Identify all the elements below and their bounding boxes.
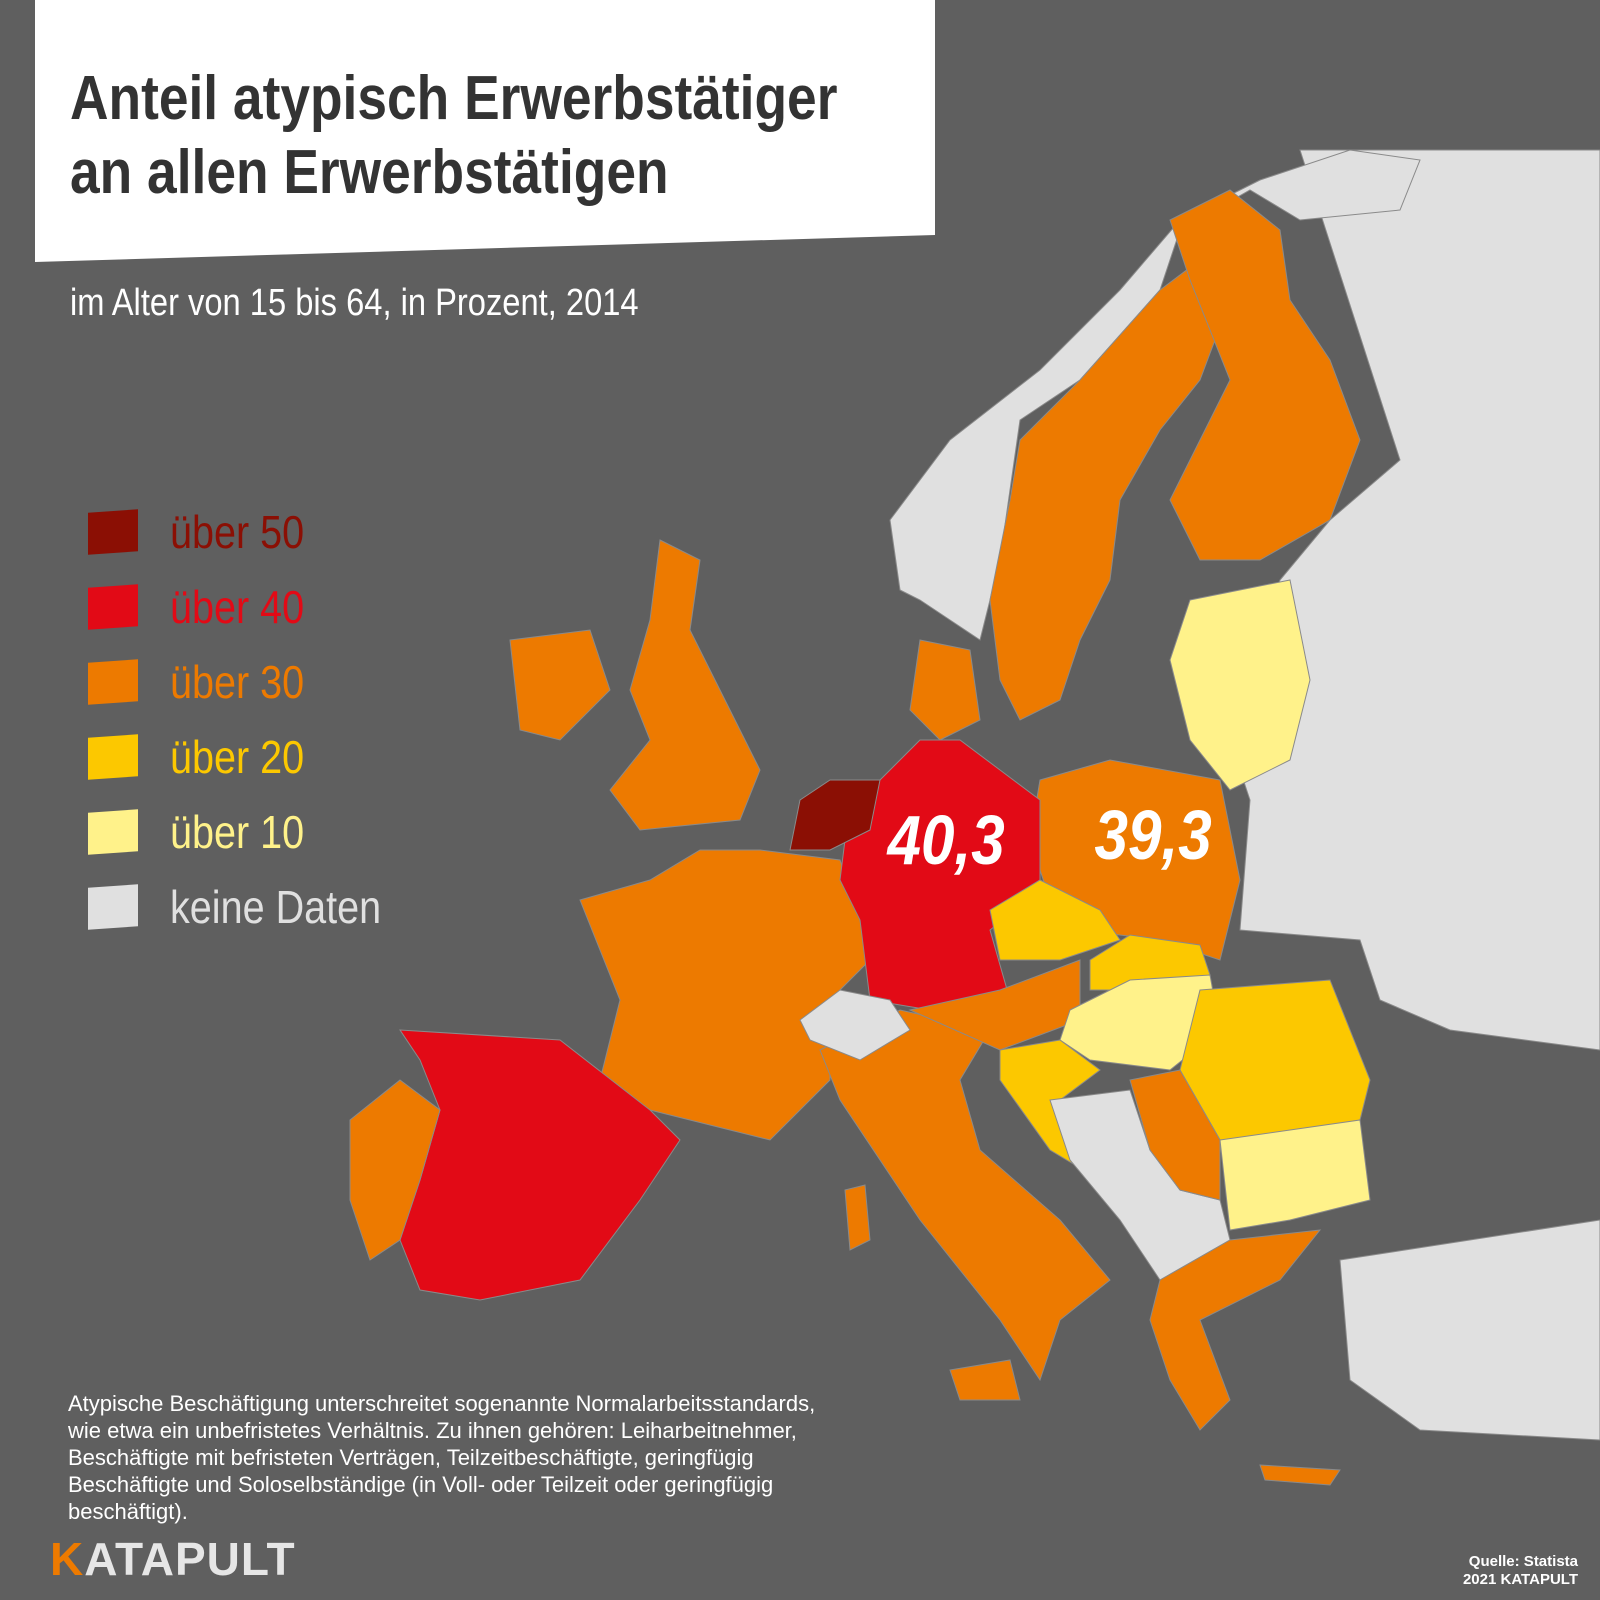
region bbox=[889, 149, 1421, 641]
legend-label: über 50 bbox=[170, 505, 305, 558]
region bbox=[1149, 1229, 1322, 1431]
legend-item: über 30 bbox=[88, 644, 416, 719]
region bbox=[909, 639, 981, 741]
title-line: an allen Erwerbstätigen bbox=[70, 138, 669, 207]
legend-label: über 20 bbox=[170, 730, 305, 783]
legend-label: über 40 bbox=[170, 580, 305, 633]
legend-item: über 20 bbox=[88, 719, 416, 794]
legend-item: über 10 bbox=[88, 794, 416, 869]
logo-initial: K bbox=[50, 1533, 85, 1585]
legend-swatch bbox=[88, 508, 138, 555]
region bbox=[989, 259, 1231, 721]
legend-item: über 40 bbox=[88, 569, 416, 644]
region bbox=[349, 1079, 441, 1261]
region bbox=[789, 779, 881, 851]
source-text: Quelle: Statista bbox=[1468, 1553, 1578, 1570]
region bbox=[609, 539, 761, 831]
region bbox=[1339, 1219, 1600, 1441]
legend-item: keine Daten bbox=[88, 869, 416, 944]
legend-item: über 50 bbox=[88, 494, 416, 569]
footnote: Atypische Beschäftigung unterschreitet s… bbox=[68, 1391, 816, 1524]
legend-swatch bbox=[88, 883, 138, 930]
region bbox=[1259, 1464, 1341, 1486]
legend-label: keine Daten bbox=[170, 880, 382, 933]
region bbox=[1049, 1089, 1231, 1281]
region bbox=[949, 1359, 1021, 1401]
legend-swatch bbox=[88, 583, 138, 630]
title-box bbox=[35, 0, 935, 262]
legend-label: über 30 bbox=[170, 655, 305, 708]
region bbox=[989, 879, 1121, 961]
legend-swatch bbox=[88, 658, 138, 705]
title: Anteil atypisch Erwerbstätiger an allen E… bbox=[70, 62, 837, 210]
value-label: 39,3 bbox=[1094, 796, 1212, 874]
region bbox=[1169, 579, 1311, 791]
copyright: 2021 KATAPULT bbox=[1462, 1571, 1578, 1588]
region bbox=[908, 959, 1081, 1051]
region bbox=[844, 1184, 871, 1251]
subtitle: im Alter von 15 bis 64, in Prozent, 2014 bbox=[70, 282, 639, 324]
legend-swatch bbox=[88, 808, 138, 855]
title-line: Anteil atypisch Erwerbstätiger bbox=[70, 64, 838, 133]
region bbox=[1219, 1119, 1371, 1231]
region bbox=[1169, 189, 1361, 561]
region bbox=[1179, 979, 1371, 1141]
legend: über 50 über 40 über 30 über 20 über 10 keine… bbox=[88, 494, 416, 944]
logo: KATAPULT bbox=[50, 1533, 296, 1585]
region bbox=[509, 629, 611, 741]
region bbox=[1129, 1069, 1221, 1201]
value-label: 40,3 bbox=[887, 801, 1005, 879]
source: Quelle: Statista 2021 KATAPULT bbox=[1463, 1553, 1578, 1589]
legend-swatch bbox=[88, 733, 138, 780]
region bbox=[799, 989, 911, 1061]
legend-label: über 10 bbox=[170, 805, 305, 858]
